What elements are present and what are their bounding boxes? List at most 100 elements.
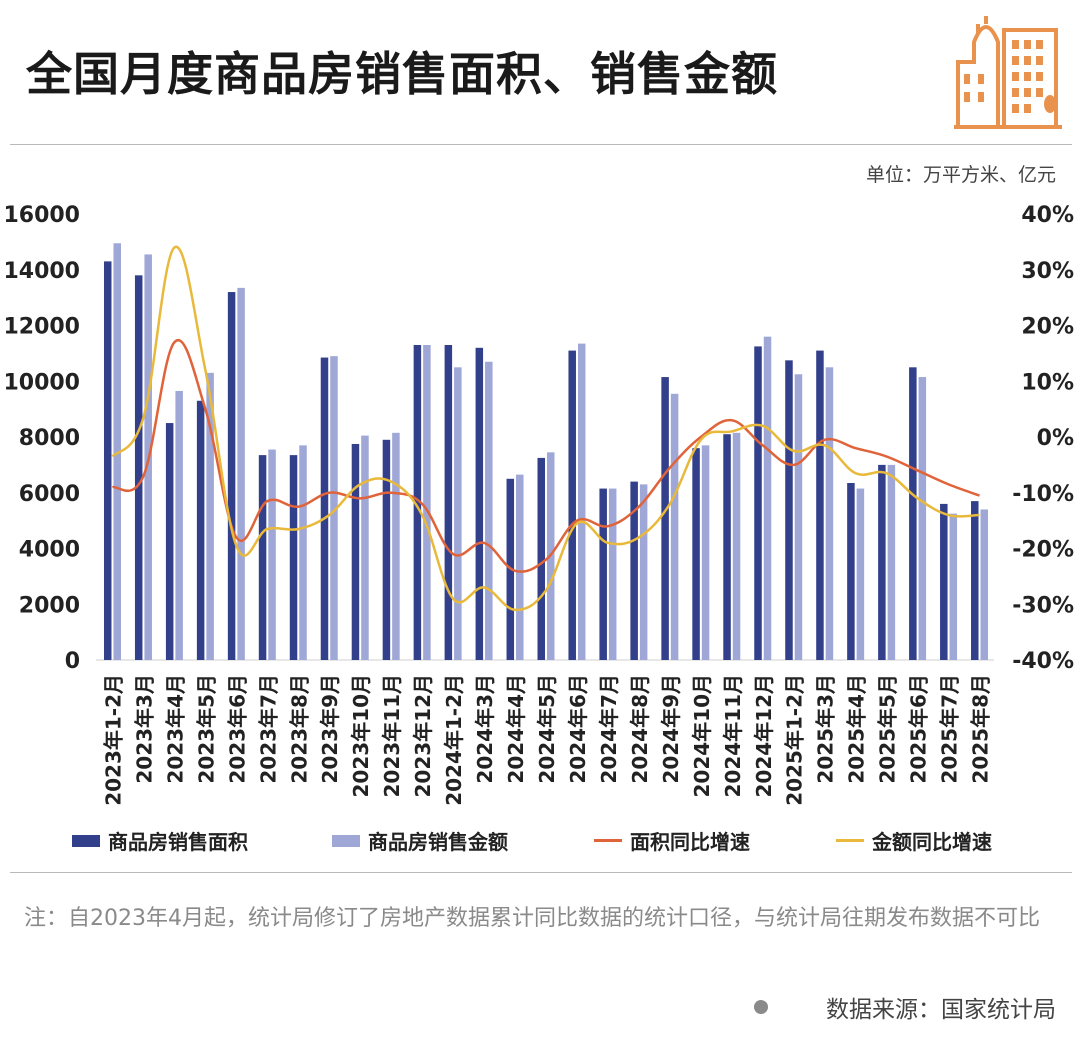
legend-item-area: 商品房销售面积 [72, 826, 248, 855]
amount-bar [732, 432, 741, 660]
legend-label-area-yoy: 面积同比增速 [630, 830, 750, 854]
y-left-tick-label: 10000 [3, 370, 80, 395]
area-bar [382, 439, 391, 660]
legend-swatch-area-yoy [594, 839, 622, 842]
area-bar [630, 481, 638, 660]
amount-bar [639, 484, 648, 660]
y-right-tick-label: -20% [1012, 538, 1074, 563]
x-tick-label: 2023年6月 [225, 674, 249, 784]
data-source: 数据来源：国家统计局 [754, 990, 1056, 1024]
y-right-tick-label: -10% [1012, 482, 1074, 507]
area-bar [847, 482, 855, 660]
area-bar [289, 455, 298, 660]
x-tick-label: 2025年5月 [876, 674, 900, 784]
x-tick-label: 2025年4月 [845, 674, 869, 784]
x-tick-label: 2024年11月 [721, 674, 745, 798]
amount-bar [175, 391, 183, 660]
amount-bar [701, 445, 710, 660]
y-right-tick-label: -30% [1012, 593, 1074, 618]
amount-bar [794, 374, 803, 660]
x-tick-label: 2024年7月 [597, 674, 621, 784]
area-bar [103, 261, 112, 660]
legend-label-amount: 商品房销售金额 [368, 830, 508, 854]
area-bar [537, 457, 545, 660]
amount-bar [856, 488, 865, 660]
y-left-tick-label: 2000 [19, 593, 80, 618]
area-bar [754, 346, 762, 660]
amount-bar [918, 377, 927, 660]
legend-label-area: 商品房销售面积 [108, 830, 248, 854]
amount-bar [330, 356, 338, 660]
source-text: 数据来源：国家统计局 [826, 997, 1056, 1023]
y-right-tick-label: 20% [1021, 315, 1074, 340]
x-tick-label: 2025年3月 [814, 674, 838, 784]
title-divider [10, 144, 1072, 145]
area-bar [692, 448, 700, 660]
legend-item-amount: 商品房销售金额 [332, 826, 508, 855]
page-title: 全国月度商品房销售面积、销售金额 [26, 47, 778, 101]
y-left-tick-label: 6000 [19, 482, 80, 507]
area-bar [909, 367, 917, 660]
bullet-dot-icon [754, 1000, 768, 1014]
amount-bar [887, 464, 896, 660]
x-tick-label: 2023年5月 [194, 674, 218, 784]
amount-bar [577, 343, 586, 660]
x-tick-label: 2025年1-2月 [783, 674, 807, 806]
y-right-tick-label: 10% [1021, 370, 1074, 395]
x-tick-label: 2024年9月 [659, 674, 683, 784]
area-bar [413, 345, 422, 660]
x-tick-label: 2023年11月 [380, 674, 404, 798]
x-tick-label: 2024年4月 [504, 674, 528, 784]
amount-bar [237, 287, 245, 660]
legend-swatch-amount-yoy [836, 839, 864, 842]
amount-bar [949, 513, 958, 660]
area-bar [816, 350, 824, 660]
amount-bar [206, 372, 214, 660]
y-left-tick-label: 8000 [19, 426, 80, 451]
x-tick-label: 2023年10月 [349, 674, 373, 798]
x-tick-label: 2024年1-2月 [442, 674, 466, 806]
combo-chart: 0 2000 4000 6000 8000 10000 12000 14000 16000 -40… [3, 203, 1074, 806]
legend-swatch-area [72, 834, 100, 847]
x-tick-label: 2023年9月 [318, 674, 342, 784]
x-tick-label: 2024年5月 [535, 674, 559, 784]
x-tick-label: 2024年10月 [690, 674, 714, 798]
area-bar [940, 503, 948, 660]
area-bar [971, 501, 979, 660]
area-bar [351, 443, 360, 660]
area-bar [165, 423, 174, 660]
y-left-tick-label: 0 [65, 649, 80, 674]
amount-bar [423, 345, 431, 660]
area-bar [568, 350, 576, 660]
x-tick-label: 2023年7月 [256, 674, 280, 784]
amount-bar [268, 449, 276, 660]
area-bar [258, 455, 267, 660]
amount-bar [825, 367, 834, 660]
amount-bar [980, 509, 989, 660]
area-bar [227, 292, 236, 660]
area-bar [878, 464, 886, 660]
x-tick-label: 2023年12月 [411, 674, 435, 798]
x-tick-label: 2024年12月 [752, 674, 776, 798]
legend-swatch-amount [332, 834, 360, 847]
area-bar [661, 377, 669, 660]
area-bar [320, 357, 329, 660]
x-tick-label: 2025年8月 [969, 674, 993, 784]
amount-bar [299, 445, 307, 660]
area-bar [475, 347, 484, 660]
area-bar [599, 488, 607, 660]
amount-bar [763, 336, 772, 660]
x-tick-label: 2023年3月 [132, 674, 156, 784]
chart-legend: 商品房销售面积 商品房销售金额 面积同比增速 金额同比增速 [0, 826, 1080, 856]
amount-bar [516, 474, 524, 660]
x-tick-label: 2023年1-2月 [101, 674, 125, 806]
footnote: 注：自2023年4月起，统计局修订了房地产数据累计同比数据的统计口径，与统计局往… [24, 906, 1040, 931]
x-tick-label: 2024年8月 [628, 674, 652, 784]
legend-item-amount-yoy: 金额同比增速 [836, 826, 992, 855]
legend-item-area-yoy: 面积同比增速 [594, 826, 750, 855]
amount-bar [670, 393, 679, 660]
x-tick-label: 2025年7月 [938, 674, 962, 784]
amount-yoy-line [111, 245, 980, 612]
area-bar [196, 400, 205, 660]
y-right-tick-label: 40% [1021, 203, 1074, 228]
